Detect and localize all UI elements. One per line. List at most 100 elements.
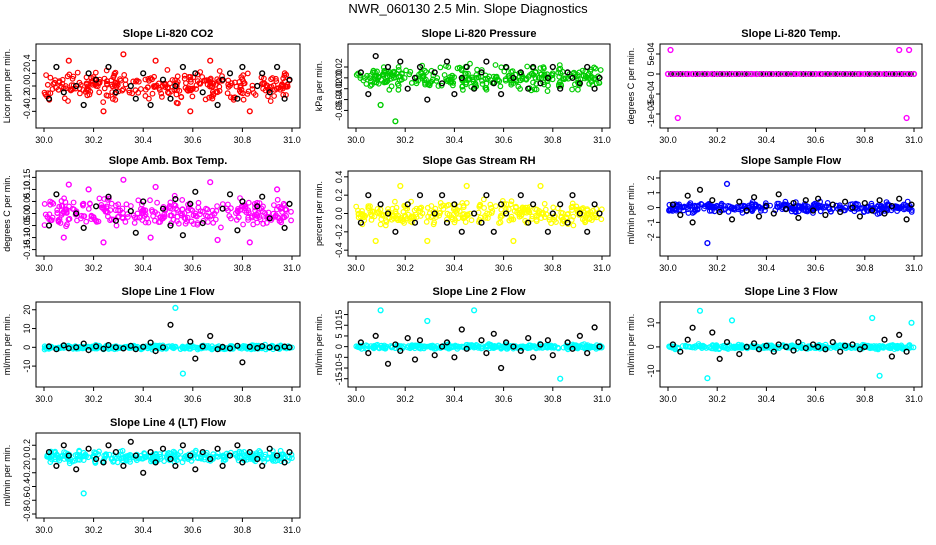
cloud-point <box>517 206 524 213</box>
cloud-point <box>227 205 234 212</box>
data-point <box>167 95 174 102</box>
cloud-point <box>130 78 137 85</box>
cloud-point <box>475 74 482 81</box>
cloud-point <box>52 345 59 352</box>
data-point <box>65 345 72 352</box>
cloud-point <box>721 202 727 209</box>
data-point <box>775 191 782 198</box>
cloud-point <box>238 74 245 80</box>
cloud-point <box>41 200 48 207</box>
cloud-point <box>394 215 401 222</box>
cloud-point <box>259 80 265 87</box>
data-point <box>443 219 451 226</box>
y-tick-label: 0.4 <box>22 54 32 67</box>
data-point <box>569 74 576 82</box>
x-tick-label: 30.0 <box>35 135 53 145</box>
cloud-point <box>454 344 461 350</box>
data-point <box>365 350 372 357</box>
cloud-point <box>111 70 118 77</box>
cloud-point <box>236 78 243 85</box>
data-point <box>841 198 849 205</box>
cloud-point <box>154 199 161 206</box>
cloud-point <box>190 212 197 219</box>
y-tick-label: -0.05 <box>22 215 32 236</box>
panel-9: Slope Line 3 Flow -10 0 10 30.0 30.2 30.4 30.6 3… <box>626 286 923 404</box>
cloud-point <box>288 208 294 215</box>
data-point <box>281 224 288 232</box>
cloud-point <box>849 344 856 351</box>
flat-point <box>898 71 905 77</box>
cloud-point <box>672 346 679 353</box>
cloud-point <box>412 211 419 218</box>
data-point <box>684 336 691 343</box>
cloud-point <box>503 201 510 208</box>
cloud-point <box>556 73 563 80</box>
cloud-point <box>698 201 705 208</box>
data-point <box>755 346 763 353</box>
cloud-point <box>117 76 123 82</box>
cloud-point <box>137 86 144 92</box>
cloud-point <box>142 92 149 99</box>
x-tick-label: 31.0 <box>593 263 611 273</box>
y-tick-label: 0.0 <box>22 80 32 93</box>
cloud-point <box>225 81 232 88</box>
x-tick-label: 31.0 <box>283 135 301 145</box>
data-point <box>763 342 770 349</box>
y-tick-label: -0.4 <box>22 479 32 495</box>
cloud-point <box>85 205 92 212</box>
cloud-point <box>86 200 93 207</box>
data-point <box>674 114 681 122</box>
cloud-point <box>380 71 387 78</box>
cloud-point <box>167 80 173 87</box>
x-tick-label: 30.0 <box>659 263 677 273</box>
cloud-point <box>112 207 119 214</box>
data-point <box>179 232 187 239</box>
panel-title: Slope Gas Stream RH <box>422 155 535 167</box>
y-tick-label: -0.04 <box>334 89 344 110</box>
cloud-point <box>113 455 120 462</box>
data-point <box>876 197 883 204</box>
cloud-point <box>743 205 750 211</box>
data-point <box>716 355 723 363</box>
data-point <box>431 210 438 217</box>
cloud-point <box>119 215 126 222</box>
cloud-point <box>393 204 400 211</box>
data-point <box>377 101 384 109</box>
data-point <box>254 203 261 210</box>
cloud-point <box>383 78 390 85</box>
cloud-point <box>85 86 92 93</box>
data-point <box>254 82 261 90</box>
flat-point <box>702 71 708 77</box>
cloud-point <box>74 451 81 458</box>
cloud-point <box>528 70 535 77</box>
cloud-point <box>195 199 202 206</box>
data-point <box>179 63 187 71</box>
data-point <box>397 58 404 65</box>
data-point <box>704 375 711 382</box>
plot-frame <box>659 43 923 129</box>
cloud-point <box>799 344 806 351</box>
cloud-point <box>206 83 213 90</box>
cloud-point <box>498 64 505 71</box>
cloud-point <box>490 73 497 80</box>
data-point <box>439 80 446 87</box>
x-tick-label: 30.8 <box>856 394 874 404</box>
cloud-point <box>360 212 367 219</box>
data-point <box>73 82 80 90</box>
cloud-point <box>177 455 184 461</box>
cloud-point <box>489 208 496 214</box>
flat-point <box>751 71 757 77</box>
y-tick-label: 0.2 <box>22 67 32 80</box>
cloud-point <box>425 213 432 220</box>
data-point <box>214 346 221 353</box>
cloud-point <box>92 80 99 86</box>
cloud-point <box>433 77 440 84</box>
cloud-point <box>79 201 86 208</box>
cloud-point <box>181 345 188 352</box>
cloud-point <box>67 87 74 94</box>
cloud-point <box>570 213 577 220</box>
point-cloud <box>44 447 295 467</box>
cloud-point <box>129 90 136 97</box>
data-point <box>112 89 120 96</box>
cloud-point <box>718 202 725 208</box>
